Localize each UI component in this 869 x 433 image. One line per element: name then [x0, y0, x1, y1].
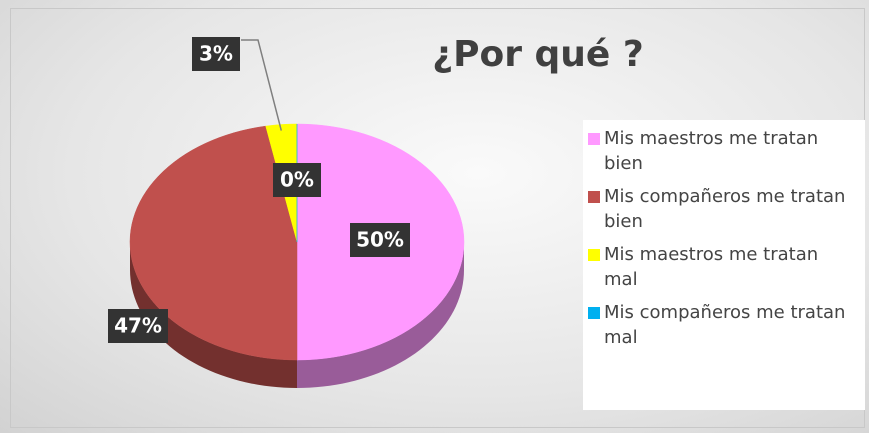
legend: Mis maestros me tratan bien Mis compañero…: [583, 120, 865, 410]
value-label: 3%: [199, 42, 233, 66]
value-label-box: [350, 223, 410, 257]
slice-side: [297, 242, 464, 388]
legend-item: Mis maestros me tratan bien: [588, 126, 857, 176]
legend-item: Mis maestros me tratan mal: [588, 242, 857, 292]
slice: [129, 125, 298, 361]
value-label-box: [108, 309, 168, 343]
legend-swatch: [588, 307, 600, 319]
value-label: 50%: [356, 228, 404, 252]
legend-swatch: [588, 191, 600, 203]
legend-swatch: [588, 249, 600, 261]
legend-label: Mis maestros me tratan bien: [604, 128, 819, 174]
value-label: 47%: [114, 314, 162, 338]
legend-label: Mis compañeros me tratan bien: [604, 186, 846, 232]
value-label: 0%: [280, 168, 314, 192]
value-label-box: [192, 37, 240, 71]
chart-title: ¿Por qué ?: [432, 34, 644, 75]
legend-label: Mis maestros me tratan mal: [604, 244, 819, 290]
legend-label: Mis compañeros me tratan mal: [604, 302, 846, 348]
legend-swatch: [588, 133, 600, 145]
legend-item: Mis compañeros me tratan mal: [588, 300, 857, 350]
leader-line: [241, 39, 283, 131]
legend-item: Mis compañeros me tratan bien: [588, 184, 857, 234]
value-label-box: [273, 163, 321, 197]
